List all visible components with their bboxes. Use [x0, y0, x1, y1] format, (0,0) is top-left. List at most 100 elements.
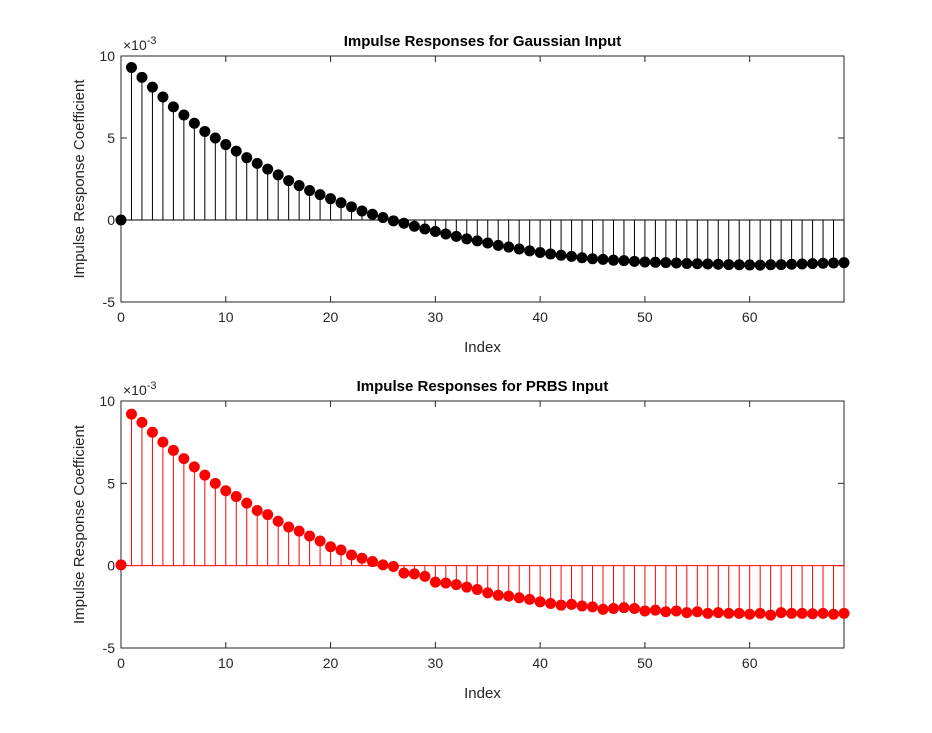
- stem-marker: [681, 607, 693, 619]
- stem-marker: [304, 530, 316, 542]
- stem-marker: [241, 152, 253, 164]
- stem-marker: [398, 217, 410, 229]
- stem-marker: [503, 590, 515, 602]
- stem-marker: [272, 515, 284, 527]
- stem-marker: [366, 208, 378, 220]
- stem-marker: [125, 61, 137, 73]
- axis-exponent-power: -3: [147, 35, 157, 47]
- stem-marker: [346, 549, 358, 561]
- stem-marker: [440, 228, 452, 240]
- stem-marker: [639, 605, 651, 617]
- stem-marker: [733, 259, 745, 271]
- x-tick-label: 60: [742, 309, 758, 325]
- axis-exponent-base: ×10: [123, 382, 147, 398]
- stem-marker: [429, 576, 441, 588]
- stem-marker: [419, 570, 431, 582]
- stem-marker: [744, 608, 756, 620]
- x-axis-label: Index: [464, 685, 501, 702]
- stem-marker: [167, 444, 179, 456]
- stem-marker: [587, 601, 599, 613]
- stem-marker: [136, 416, 148, 428]
- plot-area: [120, 400, 845, 649]
- stem-marker: [775, 259, 787, 271]
- y-axis-label: Impulse Response Coefficient: [71, 424, 88, 624]
- stem-marker: [178, 109, 190, 121]
- stem-marker: [597, 253, 609, 265]
- plot-area: [120, 55, 845, 303]
- stem-marker: [576, 252, 588, 264]
- stem-marker: [450, 579, 462, 591]
- stem-marker: [209, 132, 221, 144]
- stem-marker: [387, 560, 399, 572]
- stem-marker: [146, 81, 158, 93]
- stem-marker: [639, 256, 651, 268]
- stem-marker: [807, 608, 819, 620]
- stem-marker: [576, 600, 588, 612]
- chart-title: Impulse Responses for PRBS Input: [357, 378, 609, 395]
- stem-marker: [293, 525, 305, 537]
- stem-marker: [377, 212, 389, 224]
- y-tick-label: 10: [99, 393, 115, 409]
- stem-marker: [335, 544, 347, 556]
- stem-marker: [618, 255, 630, 267]
- stem-marker: [649, 256, 661, 268]
- stem-marker: [492, 239, 504, 251]
- x-tick-label: 30: [428, 655, 444, 671]
- stem-marker: [471, 235, 483, 247]
- stem-marker: [450, 230, 462, 242]
- stem-marker: [754, 259, 766, 271]
- stem-series: [115, 408, 850, 621]
- stem-marker: [618, 602, 630, 614]
- stem-marker: [419, 223, 431, 235]
- stem-marker: [283, 521, 295, 533]
- stem-marker: [251, 157, 263, 169]
- stem-marker: [513, 592, 525, 604]
- y-tick-label: -5: [103, 294, 116, 310]
- stem-marker: [628, 255, 640, 267]
- stem-marker: [765, 609, 777, 621]
- stem-marker: [220, 485, 232, 497]
- stem-marker: [566, 598, 578, 610]
- x-axis-label: Index: [464, 339, 501, 356]
- stem-marker: [398, 567, 410, 579]
- stem-marker: [272, 169, 284, 181]
- x-tick-label: 60: [742, 655, 758, 671]
- x-tick-label: 20: [323, 655, 339, 671]
- y-tick-label: -5: [103, 640, 116, 656]
- x-tick-label: 10: [218, 655, 234, 671]
- x-tick-label: 10: [218, 309, 234, 325]
- stem-marker: [325, 541, 337, 553]
- stem-marker: [251, 505, 263, 517]
- stem-marker: [649, 604, 661, 616]
- stem-marker: [786, 607, 798, 619]
- stem-marker: [125, 408, 137, 420]
- stem-marker: [587, 253, 599, 265]
- stem-marker: [241, 497, 253, 509]
- stem-marker: [838, 257, 850, 269]
- stem-marker: [304, 184, 316, 196]
- stem-marker: [377, 559, 389, 571]
- stem-marker: [817, 607, 829, 619]
- stem-marker: [765, 259, 777, 271]
- stem-marker: [503, 241, 515, 253]
- stem-marker: [524, 245, 536, 257]
- x-tick-label: 0: [117, 655, 125, 671]
- stem-marker: [293, 180, 305, 192]
- axis-exponent: ×10-3: [123, 380, 157, 398]
- stem-marker: [178, 453, 190, 465]
- stem-marker: [188, 461, 200, 473]
- stem-marker: [660, 606, 672, 618]
- stem-marker: [199, 469, 211, 481]
- y-tick-label: 5: [107, 130, 115, 146]
- axis-exponent: ×10-3: [123, 35, 157, 53]
- stem-marker: [628, 602, 640, 614]
- stem-marker: [461, 581, 473, 593]
- axis-exponent-base: ×10: [123, 37, 147, 53]
- stem-marker: [335, 197, 347, 209]
- stem-marker: [702, 258, 714, 270]
- y-tick-label: 0: [107, 212, 115, 228]
- stem-marker: [314, 189, 326, 201]
- stem-marker: [262, 163, 274, 175]
